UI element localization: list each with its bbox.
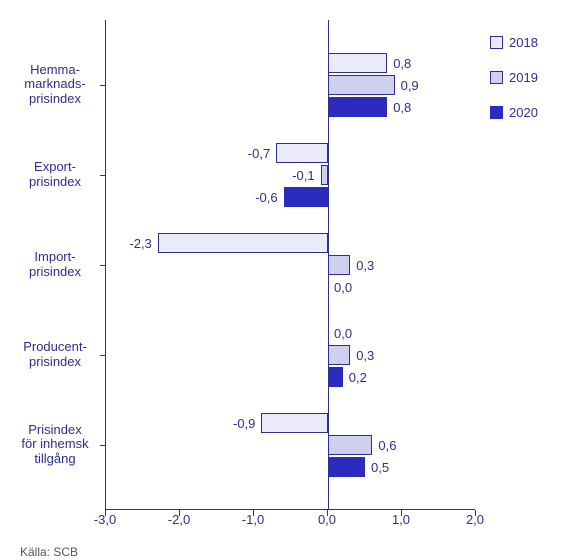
bar-label-2018-cat3: 0,0 bbox=[334, 323, 352, 343]
legend-swatch-2019 bbox=[490, 71, 503, 84]
bar-label-2020-cat4: 0,5 bbox=[371, 457, 389, 477]
bar-2019-cat1 bbox=[321, 165, 328, 185]
legend-label-2019: 2019 bbox=[509, 70, 538, 85]
bar-label-2019-cat3: 0,3 bbox=[356, 345, 374, 365]
bar-label-2018-cat1: -0,7 bbox=[248, 143, 270, 163]
bar-2018-cat0 bbox=[328, 53, 387, 73]
source-label: Källa: SCB bbox=[20, 545, 78, 559]
bar-2019-cat2 bbox=[328, 255, 350, 275]
y-tick bbox=[100, 85, 106, 86]
bar-label-2020-cat1: -0,6 bbox=[255, 187, 277, 207]
bar-label-2018-cat0: 0,8 bbox=[393, 53, 411, 73]
legend: 2018 2019 2020 bbox=[490, 35, 538, 140]
bar-2018-cat4 bbox=[261, 413, 328, 433]
legend-swatch-2018 bbox=[490, 36, 503, 49]
x-tick-label: 0,0 bbox=[312, 512, 342, 527]
y-tick bbox=[100, 445, 106, 446]
category-label-1: Export-prisindex bbox=[10, 160, 100, 190]
legend-label-2020: 2020 bbox=[509, 105, 538, 120]
bar-2018-cat2 bbox=[158, 233, 328, 253]
bar-label-2020-cat3: 0,2 bbox=[349, 367, 367, 387]
bar-label-2020-cat2: 0,0 bbox=[334, 277, 352, 297]
bar-label-2018-cat2: -2,3 bbox=[129, 233, 151, 253]
category-label-0: Hemma-marknads-prisindex bbox=[10, 63, 100, 108]
bar-2020-cat0 bbox=[328, 97, 387, 117]
bar-2018-cat1 bbox=[276, 143, 328, 163]
y-tick bbox=[100, 355, 106, 356]
bar-2020-cat1 bbox=[284, 187, 328, 207]
legend-label-2018: 2018 bbox=[509, 35, 538, 50]
bar-2019-cat0 bbox=[328, 75, 395, 95]
legend-item-2020: 2020 bbox=[490, 105, 538, 120]
category-label-4: Prisindexför inhemsktillgång bbox=[10, 423, 100, 468]
category-label-3: Producent-prisindex bbox=[10, 340, 100, 370]
legend-item-2019: 2019 bbox=[490, 70, 538, 85]
x-tick-label: -3,0 bbox=[90, 512, 120, 527]
x-tick-label: 2,0 bbox=[460, 512, 490, 527]
bar-label-2019-cat0: 0,9 bbox=[401, 75, 419, 95]
chart-container: 0,80,90,8-0,7-0,1-0,6-2,30,30,00,00,30,2… bbox=[10, 10, 555, 545]
y-tick bbox=[100, 265, 106, 266]
x-tick-label: -1,0 bbox=[238, 512, 268, 527]
legend-swatch-2020 bbox=[490, 106, 503, 119]
bar-label-2019-cat4: 0,6 bbox=[378, 435, 396, 455]
x-tick-label: -2,0 bbox=[164, 512, 194, 527]
bar-label-2020-cat0: 0,8 bbox=[393, 97, 411, 117]
category-label-2: Import-prisindex bbox=[10, 250, 100, 280]
plot-area: 0,80,90,8-0,7-0,1-0,6-2,30,30,00,00,30,2… bbox=[105, 20, 475, 510]
bar-2019-cat4 bbox=[328, 435, 372, 455]
x-tick-label: 1,0 bbox=[386, 512, 416, 527]
bar-label-2019-cat2: 0,3 bbox=[356, 255, 374, 275]
bar-label-2019-cat1: -0,1 bbox=[292, 165, 314, 185]
bar-label-2018-cat4: -0,9 bbox=[233, 413, 255, 433]
bar-2020-cat4 bbox=[328, 457, 365, 477]
y-tick bbox=[100, 175, 106, 176]
legend-item-2018: 2018 bbox=[490, 35, 538, 50]
bar-2019-cat3 bbox=[328, 345, 350, 365]
bar-2020-cat3 bbox=[328, 367, 343, 387]
